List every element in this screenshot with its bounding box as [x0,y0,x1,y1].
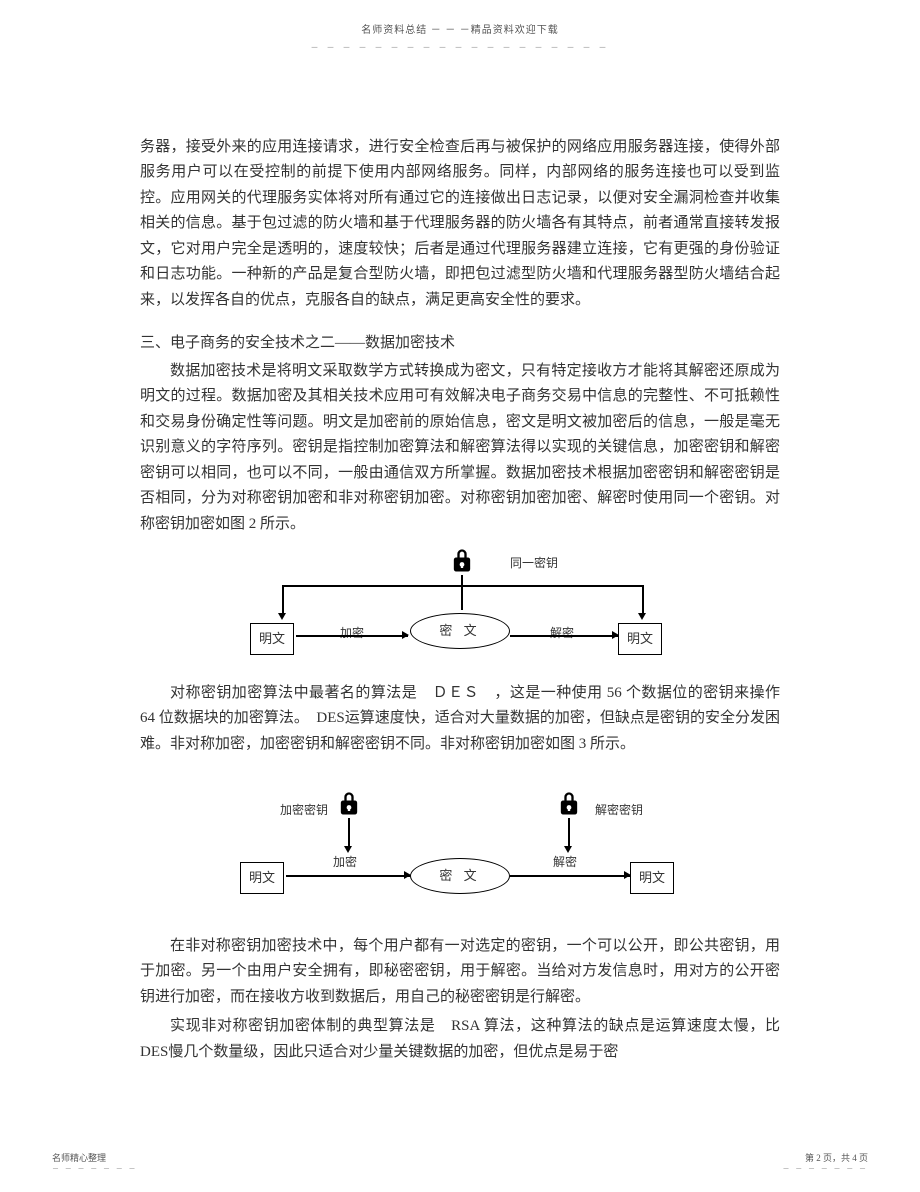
same-key-label: 同一密钥 [510,553,558,573]
arrow [638,613,646,620]
line [286,875,410,877]
plaintext-left: 明文 [240,862,284,894]
plaintext-right: 明文 [618,623,662,655]
paragraph-1: 务器，接受外来的应用连接请求，进行安全检查后再与被保护的网络应用服务器连接，使得… [140,135,780,314]
arrow [612,631,619,639]
footer-mid: 页，共 [821,1153,853,1163]
line [461,575,463,610]
diagram-1-wrap: 同一密钥 明文 加密 密 文 解密 明文 [140,545,780,675]
encrypt-label: 加密 [340,623,364,643]
lock-icon [448,547,476,575]
diagram-2: 加密密钥 解密密钥 明文 加密 密 文 解密 明文 [230,790,690,910]
enc-key-label: 加密密钥 [280,800,328,820]
line [510,875,630,877]
paragraph-3d: 实现非对称密钥加密体制的典型算法是 RSA 算法，这种算法的缺点是运算速度太慢，… [140,1014,780,1065]
line [510,635,618,637]
line [282,585,642,587]
lock-icon [555,790,583,818]
main-content: 务器，接受外来的应用连接请求，进行安全检查后再与被保护的网络应用服务器连接，使得… [0,55,920,1066]
paragraph-3c: 在非对称密钥加密技术中，每个用户都有一对选定的密钥，一个可以公开，即公共密钥，用… [140,934,780,1011]
line [642,585,644,615]
ciphertext: 密 文 [410,858,510,894]
decrypt-label: 解密 [553,852,577,872]
ciphertext: 密 文 [410,613,510,649]
arrow [278,613,286,620]
plaintext-left: 明文 [250,623,294,655]
line [282,585,284,615]
page-header: 名师资料总结 － － －精品资料欢迎下载 [0,0,920,39]
dec-key-label: 解密密钥 [595,800,643,820]
arrow [624,871,631,879]
section-3-title: 三、电子商务的安全技术之二——数据加密技术 [140,331,780,357]
paragraph-3a: 数据加密技术是将明文采取数学方式转换成为密文，只有特定接收方才能将其解密还原成为… [140,359,780,538]
diagram-2-wrap: 加密密钥 解密密钥 明文 加密 密 文 解密 明文 [140,765,780,920]
footer-dots-right: － － － － － － － [783,1164,869,1176]
line [568,818,570,848]
footer-suffix: 页 [857,1153,868,1163]
encrypt-label: 加密 [333,852,357,872]
diagram-1: 同一密钥 明文 加密 密 文 解密 明文 [230,545,690,665]
header-text: 名师资料总结 － － －精品资料欢迎下载 [361,25,559,36]
plaintext-right: 明文 [630,862,674,894]
decrypt-label: 解密 [550,623,574,643]
paragraph-3b: 对称密钥加密算法中最著名的算法是 ＤＥＳ ，这是一种使用 56 个数据位的密钥来… [140,681,780,758]
arrow [402,631,409,639]
header-dots: － － － － － － － － － － － － － － － － － － － [0,41,920,55]
arrow [404,871,411,879]
line [348,818,350,848]
footer-prefix: 第 [805,1153,816,1163]
line [296,635,408,637]
footer-dots-left: － － － － － － － [52,1164,138,1176]
lock-icon [335,790,363,818]
